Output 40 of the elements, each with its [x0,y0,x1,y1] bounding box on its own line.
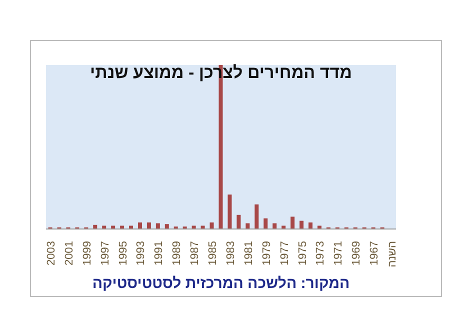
x-tick-label: 1969 [350,241,363,266]
text: המקור: הלשכה המרכזית לסטטיסטיקה [91,275,351,292]
bar [236,214,241,229]
x-tick-label: 1995 [117,241,130,266]
x-tick-label: 1991 [153,241,166,266]
x-tick-label: 1967 [368,241,381,266]
x-tick-label: 1993 [135,241,148,266]
x-tick-label: 1987 [189,241,202,266]
bar [210,222,214,229]
bar [146,222,151,229]
x-tick-label: 1999 [81,241,94,266]
x-tick-label: השנה [386,240,399,268]
bar [254,204,259,229]
x-tick-label: 1973 [314,241,327,266]
bar [102,226,106,229]
bar [264,218,268,229]
bar [129,226,134,229]
bar [282,226,286,229]
x-tick-label: 2003 [45,241,58,266]
bar [120,226,124,229]
x-tick-label: 1997 [99,241,112,266]
bar [228,194,232,229]
x-tick-label: 1981 [242,241,255,266]
x-tick-label: 1979 [260,241,273,266]
x-tick-label: 1983 [224,241,237,266]
x-tick-label: 1975 [296,241,309,266]
bar [317,226,322,229]
x-tick-label: 1985 [207,241,220,266]
bar [164,224,169,229]
bar [111,226,116,229]
x-tick-label: 2001 [63,241,76,266]
bar [200,226,205,229]
bar [308,222,312,229]
bar [290,216,295,229]
bar [138,222,142,229]
x-tick-label: 1989 [171,241,184,266]
bar [192,226,196,229]
x-tick-label: 1977 [278,241,291,266]
x-tick-label: 1971 [332,241,345,266]
bar [300,220,304,229]
